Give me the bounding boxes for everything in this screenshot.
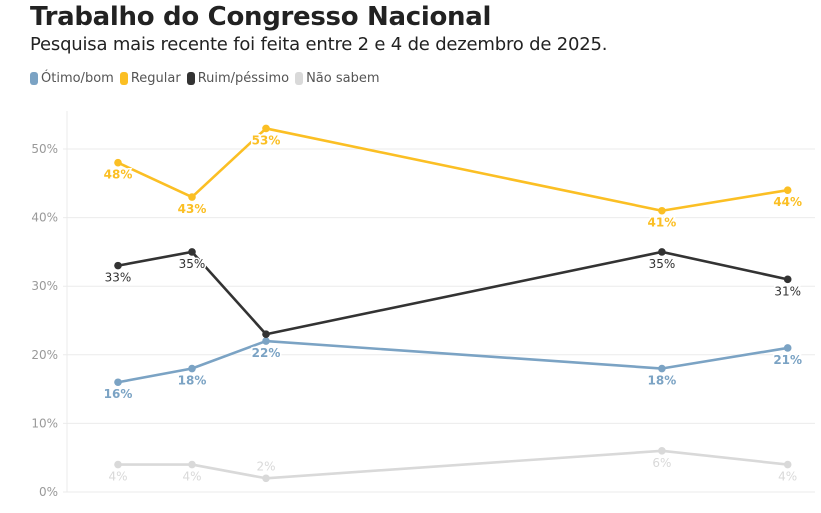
legend-label: Ruim/péssimo [197, 71, 290, 86]
legend: Ótimo/bom Regular Ruim/péssimo Não sabem [30, 71, 386, 86]
legend-item-otimo-bom[interactable]: Ótimo/bom [30, 71, 114, 86]
data-label: 35% [179, 257, 206, 271]
data-label: 6% [652, 456, 671, 470]
data-label: 4% [778, 470, 797, 484]
legend-swatch-nao-sabem [295, 72, 304, 85]
legend-label: Regular [130, 71, 181, 86]
data-point[interactable] [188, 193, 196, 201]
legend-swatch-regular [119, 72, 128, 85]
data-point[interactable] [783, 186, 792, 194]
legend-swatch-otimo-bom [30, 72, 38, 85]
series-line-2 [117, 250, 788, 336]
legend-label: Ótimo/bom [41, 71, 114, 86]
y-tick-label: 30% [31, 279, 58, 293]
y-tick-label: 10% [31, 416, 58, 430]
data-label: 35% [649, 257, 676, 271]
data-point[interactable] [658, 206, 666, 215]
data-point[interactable] [783, 275, 792, 284]
y-tick-label: 20% [31, 348, 58, 362]
data-label: 16% [104, 387, 133, 401]
data-point[interactable] [188, 248, 196, 256]
data-label: 22% [252, 346, 281, 360]
data-label: 2% [256, 459, 275, 473]
legend-item-nao-sabem[interactable]: Não sabem [295, 71, 380, 86]
series-line-3 [118, 449, 788, 480]
data-label: 41% [648, 216, 677, 230]
data-point[interactable] [114, 460, 122, 469]
data-label: 43% [178, 202, 207, 216]
data-point[interactable] [188, 460, 196, 469]
chart-title: Trabalho do Congresso Nacional [30, 2, 492, 32]
legend-swatch-ruim-pessimo [186, 72, 195, 85]
series-line-1 [117, 127, 788, 213]
y-tick-label: 40% [31, 211, 58, 225]
data-label: 48% [104, 168, 133, 182]
data-point[interactable] [262, 337, 270, 345]
data-label: 4% [182, 470, 201, 484]
legend-item-regular[interactable]: Regular [119, 71, 181, 86]
data-point[interactable] [262, 474, 270, 483]
data-point[interactable] [114, 378, 122, 387]
data-label: 33% [105, 271, 132, 285]
legend-item-ruim-pessimo[interactable]: Ruim/péssimo [186, 71, 290, 86]
y-tick-label: 50% [31, 142, 58, 156]
data-label: 44% [773, 195, 802, 209]
data-point[interactable] [658, 248, 666, 256]
data-label: 18% [178, 374, 207, 388]
data-point[interactable] [658, 364, 666, 373]
y-tick-label: 0% [39, 485, 58, 499]
data-label: 31% [774, 284, 801, 298]
data-label: 18% [648, 374, 677, 388]
data-label: 4% [108, 470, 127, 484]
data-point[interactable] [114, 158, 122, 167]
data-point[interactable] [114, 261, 122, 270]
data-label: 21% [773, 353, 802, 367]
data-point[interactable] [658, 447, 666, 455]
chart-subtitle: Pesquisa mais recente foi feita entre 2 … [30, 34, 608, 55]
data-label: 53% [252, 133, 281, 147]
data-point[interactable] [783, 344, 792, 352]
series-line-0 [117, 339, 788, 384]
legend-label: Não sabem [306, 71, 380, 86]
data-point[interactable] [783, 460, 792, 469]
data-point[interactable] [262, 330, 270, 339]
data-point[interactable] [262, 124, 270, 133]
data-point[interactable] [188, 364, 196, 373]
